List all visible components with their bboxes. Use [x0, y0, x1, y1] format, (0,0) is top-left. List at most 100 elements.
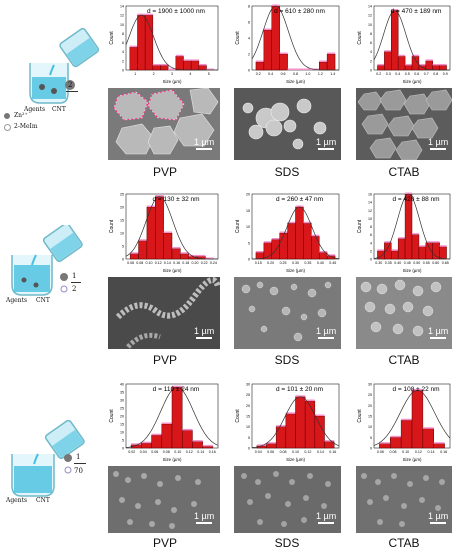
fit-curve [251, 5, 339, 71]
sem-image-pvp-3: 1 µm [108, 466, 220, 533]
x-axis-label: Size (µm) [163, 79, 182, 84]
y-tick-label: 35 [120, 391, 124, 395]
x-tick-label: 1.0 [305, 72, 310, 76]
fit-curve [373, 193, 450, 260]
y-axis-label: Count [235, 409, 241, 423]
bar-highlight [163, 231, 172, 233]
y-tick-label: 0 [370, 69, 372, 73]
fit-curve [251, 396, 340, 448]
y-tick-label: 5 [248, 436, 250, 440]
bar-highlight [377, 63, 385, 66]
histogram-title: d = 1900 ± 1000 nm [147, 8, 205, 15]
x-tick-label: 0.30 [375, 261, 382, 265]
bar-highlight [377, 249, 385, 251]
bar-highlight [418, 245, 426, 247]
scale-bar-label: 1 µm [316, 511, 337, 521]
bar-highlight [202, 444, 213, 447]
x-tick-label: 0.10 [292, 450, 299, 454]
x-tick-label: 0.02 [128, 450, 135, 454]
y-tick-label: 40 [120, 383, 124, 387]
histogram-bar [129, 253, 139, 260]
histogram-bar [198, 65, 207, 71]
x-tick-label: 0.3 [386, 72, 391, 76]
histogram-bar [151, 434, 163, 449]
bar-highlight [263, 241, 272, 243]
bar-highlight [327, 254, 336, 256]
bar-highlight [412, 54, 419, 57]
histogram-bar [163, 232, 173, 260]
histogram-sds: 0 5 10 15 20 0.15 0.20 0.25 0.30 0.35 0.40 0.45 Coun… [234, 190, 341, 273]
y-tick-label: 15 [368, 415, 372, 419]
bar-highlight [279, 231, 288, 233]
ratio-bottom: 70 [74, 467, 83, 475]
bar-highlight [172, 247, 181, 249]
bar-highlight [256, 444, 267, 446]
scale-bar [430, 522, 446, 524]
bar-highlight [129, 45, 138, 48]
y-tick-label: 20 [120, 206, 124, 210]
y-tick-label: 8 [370, 32, 372, 36]
histogram-bar [160, 65, 169, 71]
y-tick-label: 30 [120, 399, 124, 403]
sample-label-pvp: PVP [152, 165, 177, 179]
x-axis-label: Size (µm) [163, 268, 182, 273]
y-tick-label: 20 [246, 404, 250, 408]
y-tick-label: 0 [122, 447, 124, 451]
y-tick-label: 30 [246, 383, 250, 387]
x-tick-label: 0.35 [385, 261, 392, 265]
fit-curve [251, 206, 340, 260]
x-tick-label: 0.15 [255, 261, 262, 265]
sample-label-ctab: CTAB [388, 536, 420, 550]
bar-highlight [152, 63, 161, 66]
y-axis-label: Count [235, 219, 241, 233]
y-tick-label: 0 [248, 447, 250, 451]
beaker-illustration [11, 222, 83, 296]
bar-highlight [138, 239, 147, 241]
x-axis-label: Size (µm) [286, 79, 305, 84]
y-tick-label: 25 [368, 393, 372, 397]
y-tick-label: 2 [248, 53, 250, 57]
histogram-bar [418, 246, 427, 260]
bar-highlight [198, 63, 207, 66]
x-tick-label: 0.7 [424, 72, 429, 76]
histogram-bar [433, 443, 445, 449]
x-axis-label: Size (µm) [403, 79, 422, 84]
histogram-bar [326, 53, 336, 71]
meim-label: 2-MeIm [14, 123, 38, 130]
x-tick-label: 0.45 [404, 261, 411, 265]
y-tick-label: 15 [246, 209, 250, 213]
x-tick-label: 0.08 [163, 450, 170, 454]
y-tick-label: 4 [370, 241, 372, 245]
x-tick-label: 0.30 [292, 261, 299, 265]
bar-highlight [279, 52, 288, 54]
scale-bar-label: 1 µm [316, 137, 337, 147]
y-tick-label: 20 [368, 404, 372, 408]
bar-highlight [206, 68, 215, 70]
histogram-bar [192, 441, 203, 449]
bar-highlight [271, 4, 280, 6]
histogram-bar [180, 253, 189, 260]
y-tick-label: 15 [120, 423, 124, 427]
bar-highlight [401, 418, 412, 421]
histogram-title: d = 108 ± 22 nm [392, 386, 439, 393]
histogram-bar [377, 65, 385, 71]
histogram-bar [318, 61, 328, 71]
bar-highlight [285, 412, 296, 414]
x-tick-label: 2 [153, 72, 155, 76]
schematic-row-3: 1 70 Agents CNT [2, 419, 102, 505]
histogram-title: d = 260 ± 47 nm [276, 196, 323, 203]
bar-highlight [412, 388, 423, 391]
histogram-bar [422, 428, 434, 449]
ratio-divider [71, 282, 81, 283]
histogram-bar [314, 415, 325, 449]
bar-highlight [422, 427, 434, 429]
histogram-bar [425, 60, 433, 71]
histogram-ctab: 0 5 10 15 20 25 30 0.06 0.08 0.10 0.12 0.14 0.16 Coun… [356, 380, 452, 462]
ratio-bottom: 2 [72, 285, 77, 293]
histogram-title: d = 420 ± 88 nm [392, 196, 439, 203]
bar-highlight [418, 63, 426, 66]
x-tick-label: 0.16 [329, 450, 336, 454]
bar-highlight [255, 251, 264, 253]
histogram-bar [263, 29, 273, 71]
y-tick-label: 0 [122, 69, 124, 73]
